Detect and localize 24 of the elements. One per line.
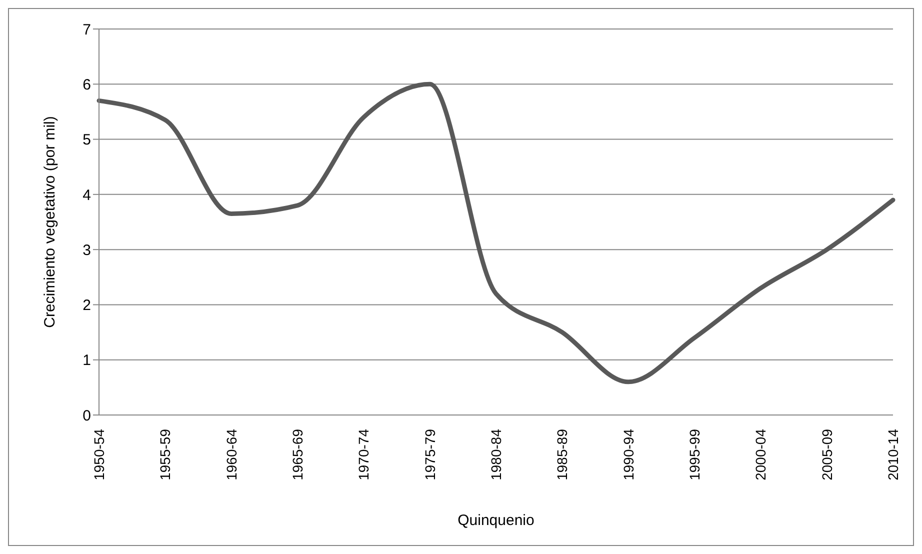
y-axis-title: Crecimiento vegetativo (por mil) bbox=[41, 116, 58, 328]
y-tick-label: 3 bbox=[82, 242, 91, 259]
line-series bbox=[96, 82, 896, 384]
x-tick-label: 1965-69 bbox=[290, 428, 306, 480]
x-tick-label: 2010-14 bbox=[885, 428, 901, 480]
y-tick-label: 1 bbox=[82, 352, 91, 370]
y-tick-label: 4 bbox=[82, 186, 91, 204]
x-tick-label: 1970-74 bbox=[356, 428, 372, 480]
x-tick-label: 1950-54 bbox=[91, 428, 107, 480]
y-tick-label: 6 bbox=[82, 76, 91, 94]
y-tick-label: 2 bbox=[82, 297, 91, 314]
x-tick-label: 2000-04 bbox=[752, 428, 769, 480]
x-tick-label: 1955-59 bbox=[157, 428, 174, 480]
y-tick-label: 0 bbox=[82, 407, 91, 424]
x-tick-label: 1980-84 bbox=[488, 428, 504, 480]
x-axis-title: Quinquenio bbox=[458, 512, 534, 529]
y-tick-label: 5 bbox=[82, 132, 91, 149]
x-tick-label: 1985-89 bbox=[554, 428, 570, 480]
y-tick-label: 7 bbox=[82, 21, 91, 38]
x-tick-label: 1960-64 bbox=[223, 428, 240, 480]
x-tick-label: 1975-79 bbox=[422, 428, 438, 480]
x-tick-label: 1995-99 bbox=[686, 428, 702, 480]
x-tick-label: 1990-94 bbox=[620, 428, 636, 480]
x-tick-label: 2005-09 bbox=[818, 428, 835, 480]
